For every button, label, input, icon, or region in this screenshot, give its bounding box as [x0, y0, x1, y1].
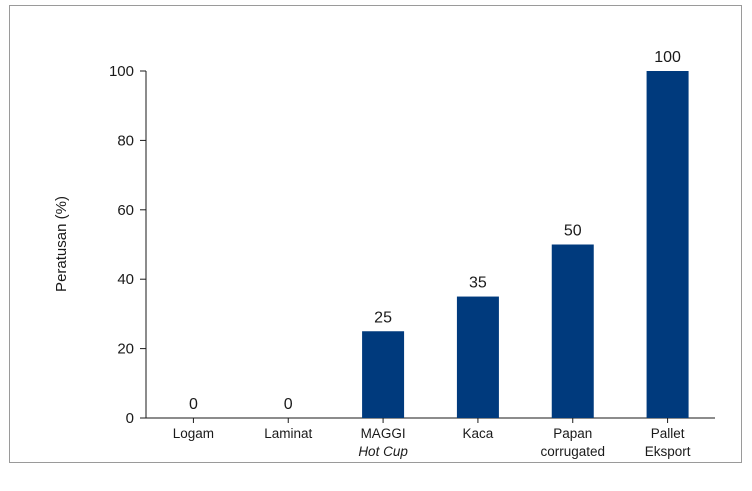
data-label-0: 0: [189, 396, 198, 413]
data-label-5: 100: [654, 49, 681, 66]
data-label-4: 50: [564, 223, 582, 240]
bar-2: [362, 331, 405, 418]
labels: 0 Logam 0 Laminat 25 MAGGI Hot Cup 35 Kaca 50 Papa…: [173, 49, 691, 459]
category-label-5: Pallet: [651, 426, 685, 441]
data-label-1: 0: [284, 396, 293, 413]
category-label-3: Kaca: [463, 426, 494, 441]
category-label-5-line2: Eksport: [645, 444, 691, 459]
data-label-2: 25: [374, 309, 392, 326]
category-label-0: Logam: [173, 426, 214, 441]
bar-3: [456, 296, 499, 418]
bar-4: [551, 244, 594, 418]
y-tick-label-20: 20: [117, 341, 134, 358]
bar-5: [646, 71, 689, 418]
category-label-4: Papan: [553, 426, 592, 441]
y-axis-label: Peratusan (%): [53, 196, 70, 292]
y-tick-label-40: 40: [117, 271, 134, 288]
category-label-1: Laminat: [264, 426, 312, 441]
axes: 0 20 40 60 80 100: [109, 63, 715, 427]
category-label-4-line2: corrugated: [540, 444, 605, 459]
category-label-2: MAGGI: [361, 426, 406, 441]
y-tick-label-80: 80: [117, 132, 134, 149]
y-tick-label-60: 60: [117, 202, 134, 219]
category-label-2-line2: Hot Cup: [358, 444, 408, 459]
data-label-3: 35: [469, 275, 487, 292]
bars: [362, 71, 689, 418]
y-tick-label-0: 0: [126, 410, 134, 427]
y-tick-label-100: 100: [109, 63, 134, 80]
